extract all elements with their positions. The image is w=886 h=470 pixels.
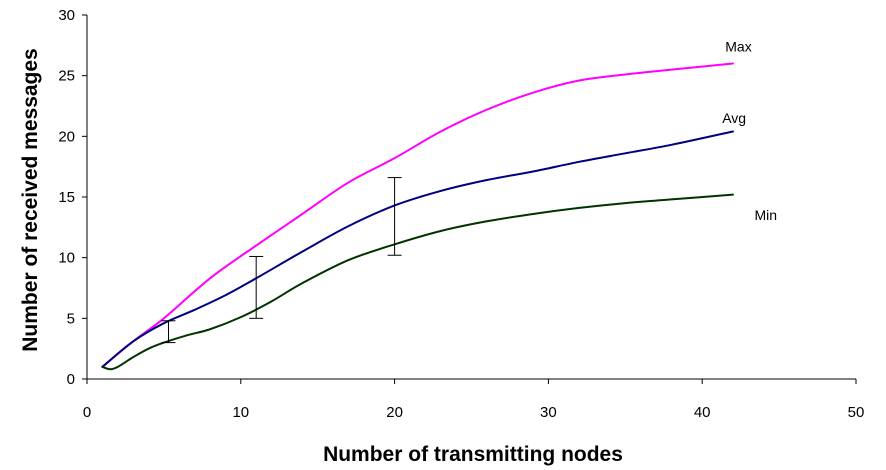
y-tick-label: 5 [67,310,75,327]
y-tick-label: 15 [58,189,75,206]
y-tick-label: 30 [58,7,75,24]
y-tick-label: 0 [67,371,75,388]
series-label-max: Max [725,38,751,54]
y-tick-label: 10 [58,250,75,267]
y-tick-label: 25 [58,68,75,85]
x-axis-title: Number of transmitting nodes [323,443,623,466]
series-line-max [101,62,734,368]
labels: Max Avg Min [722,38,777,223]
x-tick-label: 20 [386,404,403,421]
axes: 0 5 10 15 20 25 30 0 10 20 30 40 50 [58,7,864,421]
x-tick-label: 40 [694,404,711,421]
series-label-avg: Avg [722,110,746,126]
x-tick-label: 0 [83,404,91,421]
series-line-min [101,193,734,371]
x-tick-label: 30 [540,404,557,421]
y-axis-title: Number of received messages [19,48,42,351]
x-tick-label: 10 [232,404,249,421]
series-label-min: Min [754,207,777,223]
series-line-avg [101,130,734,368]
series-lines [101,62,734,371]
error-bars [161,177,402,344]
y-tick-label: 20 [58,128,75,145]
x-tick-label: 50 [848,404,865,421]
